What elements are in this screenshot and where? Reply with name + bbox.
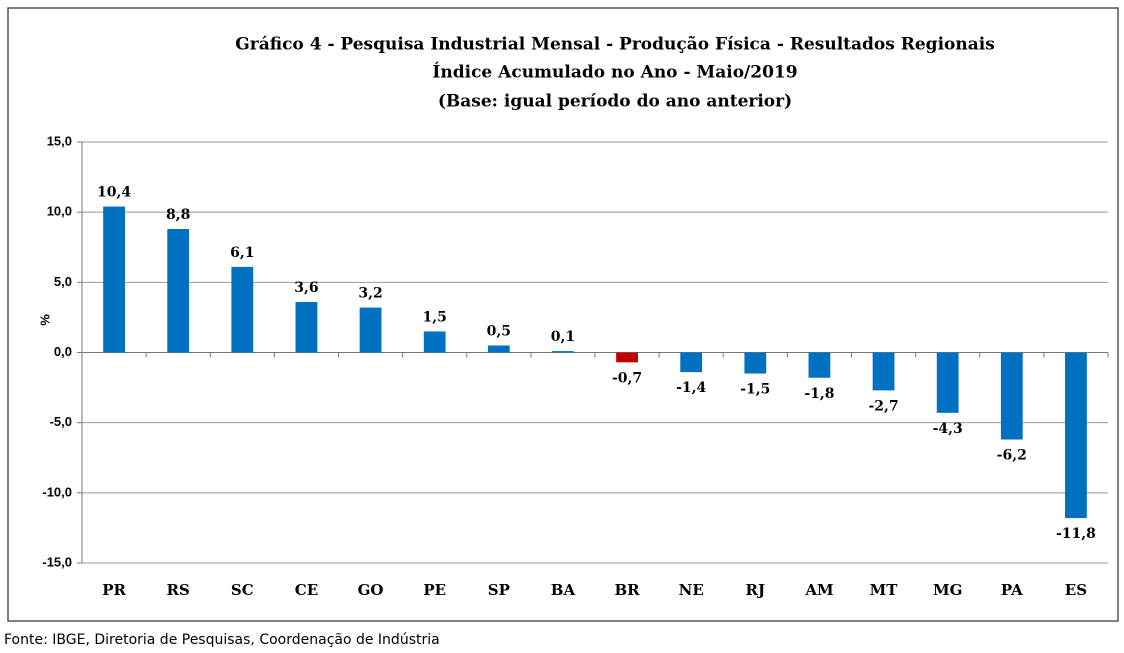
y-axis-label: % <box>37 314 52 326</box>
data-label: -11,8 <box>1056 526 1096 542</box>
bar <box>167 229 190 353</box>
bar <box>680 352 703 373</box>
x-tick-label: RJ <box>746 581 766 599</box>
chart-border <box>7 7 1119 622</box>
chart-subtitle: (Base: igual período do ano anterior) <box>438 92 792 112</box>
data-label: -0,7 <box>612 370 642 386</box>
bar <box>423 331 446 353</box>
chart-title: Gráfico 4 - Pesquisa Industrial Mensal -… <box>235 35 995 55</box>
data-label: 3,2 <box>358 286 382 302</box>
bar <box>1000 352 1023 440</box>
x-tick-label: SP <box>488 581 510 599</box>
x-tick-label: RS <box>167 581 190 599</box>
data-label: -6,2 <box>997 448 1027 464</box>
data-label: -2,7 <box>868 398 898 414</box>
data-label: -1,5 <box>740 382 770 398</box>
bar <box>1065 352 1087 519</box>
bar <box>744 352 767 374</box>
x-tick-label: MT <box>870 581 899 599</box>
chart-subtitle: Índice Acumulado no Ano - Maio/2019 <box>432 62 797 83</box>
data-label: 3,6 <box>294 280 318 296</box>
bar <box>616 352 638 363</box>
x-tick-label: PE <box>423 581 446 599</box>
y-tick-label: -5,0 <box>50 414 72 429</box>
bar <box>936 352 959 413</box>
x-tick-label: PR <box>102 581 126 599</box>
bar <box>872 352 895 391</box>
x-tick-label: ES <box>1065 581 1087 599</box>
x-tick-label: PA <box>1001 581 1023 599</box>
y-tick-label: 5,0 <box>54 274 72 289</box>
bar <box>103 206 125 353</box>
x-tick-label: BA <box>551 581 576 599</box>
x-tick-label: MG <box>933 581 962 599</box>
bar <box>231 266 254 353</box>
y-tick-label: 10,0 <box>47 204 72 219</box>
x-tick-label: BR <box>614 581 640 599</box>
y-tick-label: 15,0 <box>47 133 72 148</box>
x-tick-label: NE <box>679 581 704 599</box>
x-tick-label: AM <box>804 581 833 599</box>
y-tick-label: -10,0 <box>42 484 72 499</box>
data-label: -1,8 <box>804 386 834 402</box>
x-tick-label: GO <box>358 581 384 599</box>
bar <box>295 301 318 353</box>
y-tick-label: -15,0 <box>42 554 72 569</box>
data-label: 10,4 <box>97 185 131 201</box>
data-label: -1,4 <box>676 380 706 396</box>
bar <box>808 352 831 378</box>
bar <box>487 345 510 353</box>
y-tick-label: 0,0 <box>54 344 72 359</box>
data-label: 0,5 <box>487 323 511 339</box>
source-note: Fonte: IBGE, Diretoria de Pesquisas, Coo… <box>4 632 440 648</box>
x-tick-label: CE <box>295 581 318 599</box>
data-label: -4,3 <box>933 421 963 437</box>
bar <box>359 307 382 353</box>
data-label: 8,8 <box>166 207 190 223</box>
data-label: 0,1 <box>551 329 575 345</box>
data-label: 6,1 <box>230 245 254 261</box>
bar <box>552 351 574 353</box>
x-tick-label: SC <box>231 581 254 599</box>
data-label: 1,5 <box>423 309 447 325</box>
